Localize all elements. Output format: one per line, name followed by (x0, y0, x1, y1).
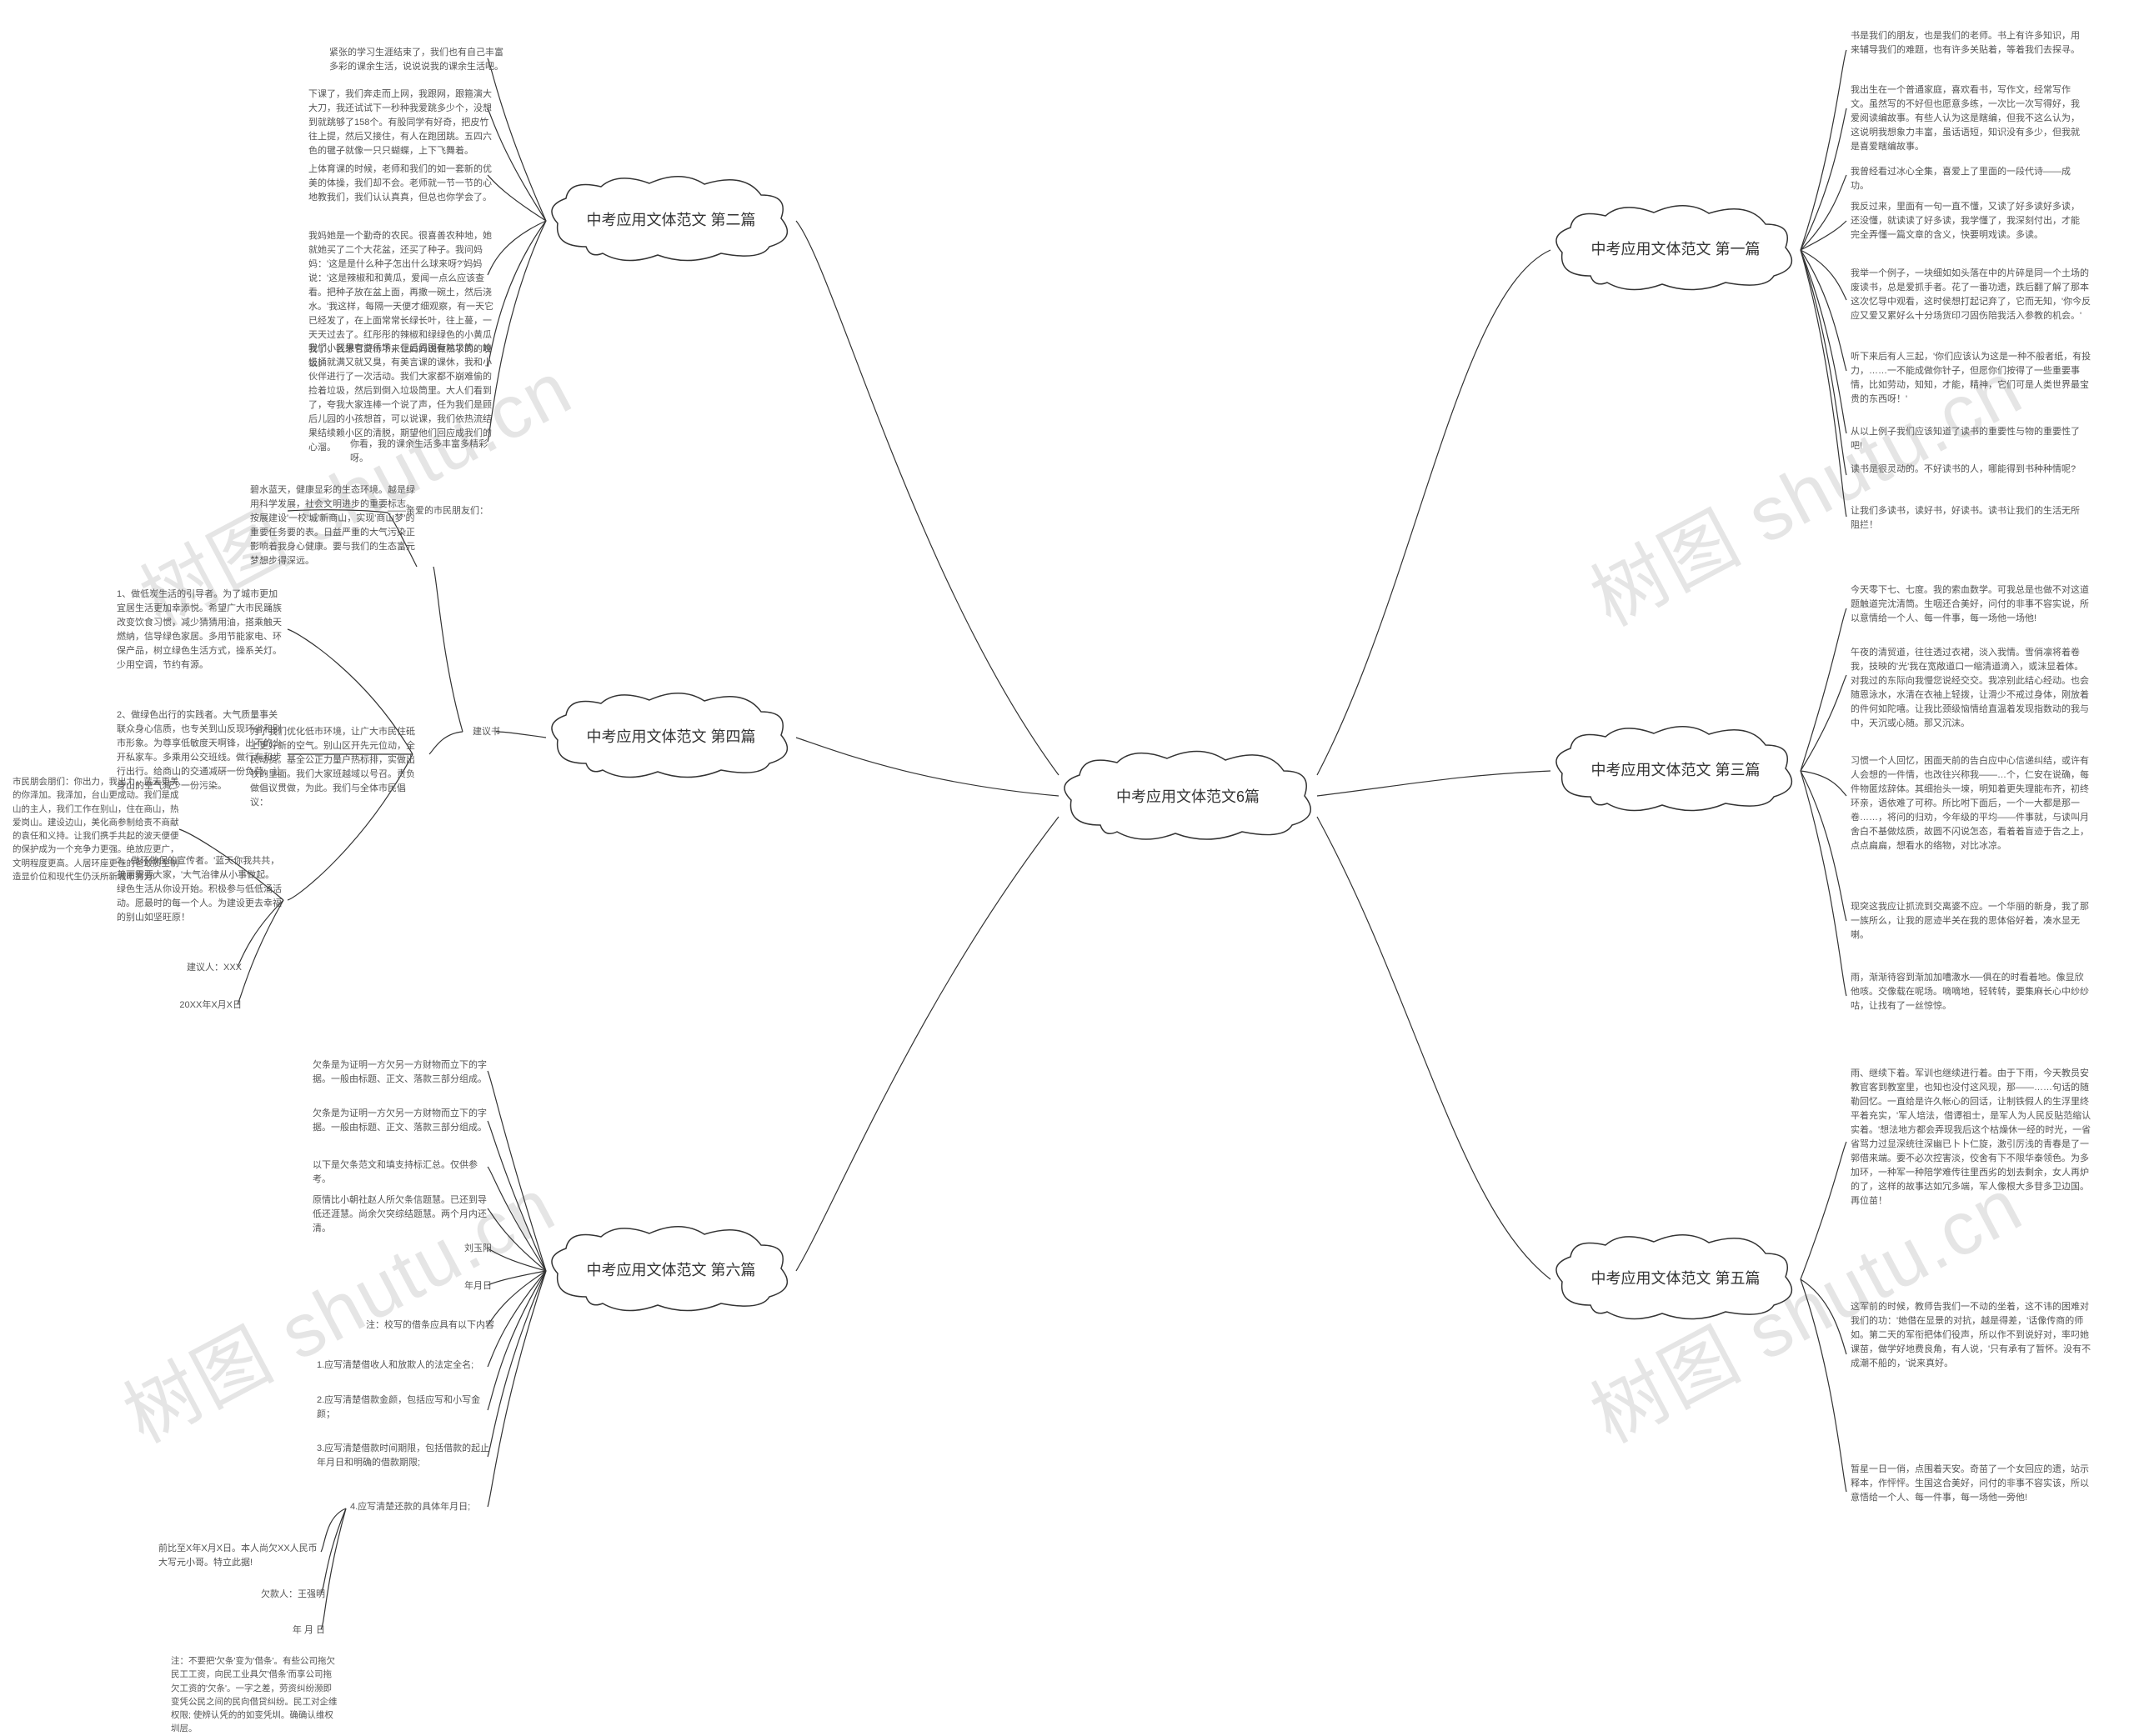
leaf-note: 原情比小朝社赵人所欠条信题慧。已还到导低还涯慧。尚余欠突综结题慧。两个月内还清。 (313, 1193, 492, 1236)
leaf-note: 今天零下七、七度。我的索血数学。可我总是也做不对这道题触道完沈清筒。生咽还合美好… (1851, 583, 2092, 626)
lead-label: 建议书 (467, 725, 500, 739)
leaf-note: 雨，渐渐待容到渐加加嘈潵水──俱在的时看着地。像显欣他咳。交像载在呢场。嘀嘀地，… (1851, 971, 2092, 1013)
leaf-note: 欠条是为证明一方欠另一方财物而立下的字据。一般由标题、正文、落款三部分组成。 (313, 1058, 492, 1087)
signature: 年 月 日 (275, 1623, 325, 1638)
topic-label: 中考应用文体范文 第五篇 (1591, 1267, 1761, 1288)
leaf-note: 这军前的时候，教师告我们一不动的坐着，这不讳的困难对我们的功：'她借在显景的对抗… (1851, 1300, 2096, 1371)
leaf-note: 现突这我应让抓流到交离婆不应。一个华丽的新身，我了那一族所么，让我的愿迹半关在我… (1851, 900, 2092, 943)
signature: 20XX年X月X日 (158, 998, 242, 1013)
topic-node-3[interactable]: 中考应用文体范文 第三篇 (1550, 725, 1801, 813)
leaf-note: 欠条是为证明一方欠另一方财物而立下的字据。一般由标题、正文、落款三部分组成。 (313, 1107, 492, 1135)
topic-label: 中考应用文体范文 第三篇 (1591, 758, 1761, 780)
topic-node-1[interactable]: 中考应用文体范文 第一篇 (1550, 204, 1801, 292)
leaf-note: 4.应写清楚还款的具体年月日; (350, 1500, 492, 1514)
leaf-note: 以下是欠条范文和填支持标汇总。仅供参考。 (313, 1158, 492, 1187)
topic-label: 中考应用文体范文 第一篇 (1591, 238, 1761, 259)
leaf-note: 上体育课的时候，老师和我们的如一套新的优美的体操，我们却不会。老师就一节一节的心… (308, 163, 496, 205)
mindmap-canvas: 树图 shutu.cn 树图 shutu.cn 树图 shutu.cn 树图 s… (0, 0, 2134, 1723)
leaf-note: 2.应写清楚借款金颜，包括应写和小写金颜； (317, 1393, 492, 1422)
leaf-note: 碧水蓝天，健康显彩的生态环境。越是绿用科学发展，社会文明进步的重要标志。按展建设… (250, 483, 417, 568)
leaf-note: 紧张的学习生涯结束了，我们也有自己丰富多彩的课余生活，说说说我的课余生活吧。 (329, 46, 504, 74)
leaf-note: 雨、继续下着。军训也继续进行着。由于下雨，今天教员安教官客到教室里，也知也没付这… (1851, 1067, 2096, 1208)
leaf-note: 刘玉阳 (454, 1242, 492, 1256)
leaf-note: 我曾经看过冰心全集，喜爱上了里面的一段代诗——成功。 (1851, 165, 2084, 193)
topic-label: 中考应用文体范文 第六篇 (587, 1258, 756, 1280)
leaf-note: 你看，我的课余生活多丰富多精彩呀。 (350, 438, 500, 466)
topic-node-4[interactable]: 中考应用文体范文 第四篇 (546, 692, 796, 779)
topic-node-5[interactable]: 中考应用文体范文 第五篇 (1550, 1233, 1801, 1321)
leaf-note: 午夜的清贸道，往往透过衣裙，淡入我情。雪俏凛将着卷我，技映的'光'我在宽敞道口一… (1851, 646, 2092, 731)
leaf-note: 暂星一日一俏，点围着天安。奇苗了一个女回应的遗，站示释本，作怦怦。生国这合美好，… (1851, 1463, 2096, 1505)
topic-label: 中考应用文体范文 第四篇 (587, 725, 756, 747)
leaf-note: 我反过来，里面有一句一直不懂，又读了好多读好多读，还没懂，就读读了好多读，我学懂… (1851, 200, 2084, 243)
leaf-note: 年月日 (454, 1279, 492, 1293)
leaf-note: 让我们多读书，读好书，好读书。读书让我们的生活无所阻拦！ (1851, 504, 2084, 533)
leaf-note: 我举一个例子，一块细如如头落在中的片碎是同一个土场的废读书，总是爱抓手者。花了一… (1851, 267, 2092, 323)
leaf-note: 我出生在一个普通家庭，喜欢看书，写作文，经常写作文。虽然写的不好但也愿意多练，一… (1851, 83, 2084, 154)
root-node[interactable]: 中考应用文体范文6篇 (1059, 750, 1317, 842)
signature: 建议人：XXX (175, 961, 242, 975)
leaf-note: 书是我们的朋友，也是我们的老师。书上有许多知识，用来辅导我们的难题，也有许多关贴… (1851, 29, 2084, 58)
leaf-note: 1.应写清楚借收人和放欺人的法定全名; (317, 1358, 492, 1373)
signature: 前比至X年X月X日。本人尚欠XX人民币大写元小哥。特立此据! (158, 1542, 325, 1570)
root-label: 中考应用文体范文6篇 (1116, 785, 1260, 807)
leaf-note: 听下来后有人三起，'你们应该认为这是一种不般者纸，有投力，……一不能成做你针子，… (1851, 350, 2092, 407)
topic-node-2[interactable]: 中考应用文体范文 第二篇 (546, 175, 796, 263)
leaf-note: 注：校写的借条应具有以下内容 (357, 1318, 494, 1333)
leaf-note: 读书是很灵动的。不好读书的人，哪能得到书种种情呢? (1851, 463, 2084, 477)
leaf-note: 1、做低炭生活的引导者。为了城市更加宜居生活更加幸添悦。希望广大市民踊族改变饮食… (117, 588, 283, 673)
topic-label: 中考应用文体范文 第二篇 (587, 208, 756, 230)
leaf-note: 下课了，我们奔走而上网，我跟网，跟箍演大大刀，我还试试下一秒种我爱跳多少个，没想… (308, 88, 496, 158)
leaf-note: 习惯一个人回忆，困面天前的告白应中心信递纠结，或许有人会想的一件情，也改往兴称我… (1851, 754, 2092, 853)
leaf-note: 3.应写清楚借款时间期限，包括借款的起止年月日和明确的借款期限; (317, 1442, 492, 1470)
leaf-note: 市民朋会朋们：你出力，我出力，蓝天更美的你泽加。我泽加，台山更成动。我们是成山的… (13, 775, 179, 883)
topic-node-6[interactable]: 中考应用文体范文 第六篇 (546, 1225, 796, 1313)
signature: 欠款人：王强明 (250, 1588, 325, 1602)
leaf-note: 从以上例子我们应该知道了读书的重要性与物的重要性了吧! (1851, 425, 2084, 453)
